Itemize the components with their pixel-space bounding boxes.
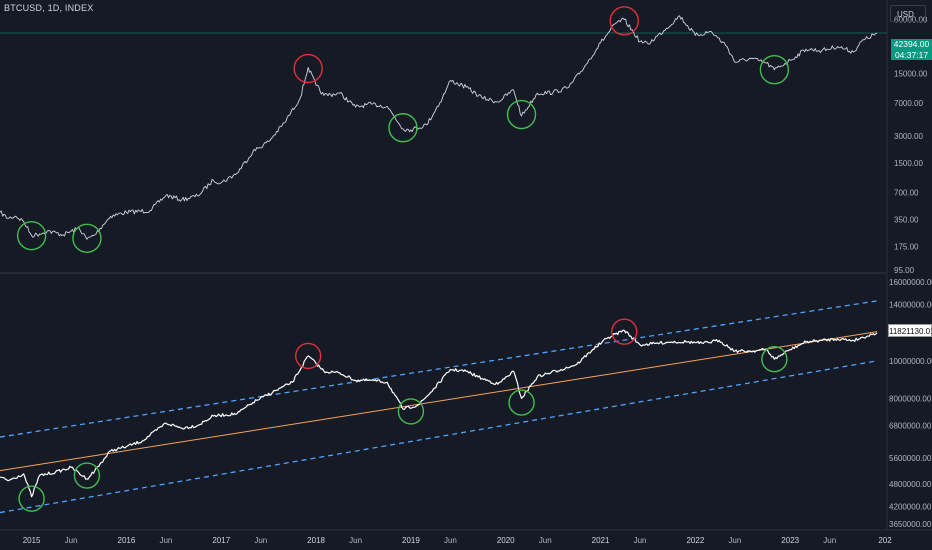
price-tick-label: 700.00 [894, 188, 919, 197]
indicator-tick-label: 10000000.00 [889, 357, 932, 366]
regression-line [0, 331, 878, 472]
last-price: 42394.00 [893, 39, 930, 49]
indicator-tick-label: 8000000.00 [889, 394, 932, 403]
indicator-value-badge: 11821130.01 [888, 324, 932, 337]
indicator-tick-label: 4800000.00 [889, 480, 932, 489]
indicator-tick-label: 4200000.00 [889, 502, 932, 511]
price-tick-label: 7000.00 [894, 99, 923, 108]
time-tick-label: 2019 [402, 536, 420, 545]
currency-button[interactable]: USD [890, 5, 926, 22]
time-tick-label: Jun [823, 536, 836, 545]
cycle-bottom-marker [397, 398, 425, 425]
cycle-bottom-marker [16, 220, 47, 251]
price-tick-label: 95.00 [894, 266, 915, 275]
time-tick-label: 2023 [781, 536, 799, 545]
price-tick-label: 15000.00 [894, 69, 928, 78]
time-tick-label: Jun [159, 536, 172, 545]
price-axis[interactable]: 60000.00 15000.00 7000.00 3000.00 1500.00 700… [889, 16, 932, 529]
time-tick-label: Jun [254, 536, 267, 545]
time-tick-label: Jun [65, 536, 78, 545]
price-tick-label: 1500.00 [894, 159, 923, 168]
cycle-top-marker [609, 6, 639, 36]
indicator-series-line[interactable] [0, 329, 878, 498]
price-series-line[interactable] [0, 15, 878, 240]
cycle-top-marker [293, 53, 323, 84]
indicator-tick-label: 5600000.00 [889, 454, 932, 463]
price-tick-label: 175.00 [894, 242, 919, 251]
cycle-top-marker [611, 318, 638, 345]
time-tick-label: 202 [878, 536, 892, 545]
upper-channel-line [0, 300, 878, 438]
price-tick-label: 60000.00 [894, 16, 928, 25]
time-tick-label: Jun [444, 536, 457, 545]
price-pane[interactable] [0, 6, 887, 253]
indicator-tick-label: 3650000.00 [889, 520, 932, 529]
symbol-title[interactable]: BTCUSD, 1D, INDEX [4, 3, 94, 13]
indicator-tick-label: 16000000.00 [889, 278, 932, 287]
bar-countdown: 04:37:17 [894, 49, 929, 60]
cycle-bottom-marker [388, 113, 418, 143]
cycle-bottom-marker [759, 54, 790, 85]
cycle-bottom-marker [761, 346, 788, 373]
cycle-bottom-marker [72, 223, 102, 253]
indicator-pane[interactable] [0, 300, 878, 514]
time-tick-label: 2020 [497, 536, 515, 545]
cycle-bottom-marker [18, 485, 45, 512]
time-tick-label: Jun [634, 536, 647, 545]
cycle-top-marker [294, 342, 322, 370]
indicator-tick-label: 6800000.00 [889, 422, 932, 431]
time-tick-label: 2018 [307, 536, 325, 545]
cycle-bottom-marker [508, 389, 535, 416]
indicator-tick-label: 14000000.00 [889, 300, 932, 309]
time-tick-label: Jun [539, 536, 552, 545]
time-tick-label: 2017 [212, 536, 230, 545]
time-axis[interactable]: 2015 Jun 2016 Jun 2017 Jun 2018 Jun 2019 Jun 2020 J… [23, 536, 893, 545]
time-tick-label: Jun [728, 536, 741, 545]
time-tick-label: 2021 [592, 536, 610, 545]
last-price-badge: 42394.00 04:37:17 [891, 39, 932, 60]
price-tick-label: 3000.00 [894, 132, 923, 141]
cycle-bottom-marker [506, 99, 537, 130]
time-tick-label: 2022 [686, 536, 704, 545]
price-tick-label: 350.00 [894, 215, 919, 224]
cycle-bottom-marker [73, 462, 101, 489]
time-tick-label: 2016 [118, 536, 136, 545]
time-tick-label: 2015 [23, 536, 41, 545]
lower-channel-line [0, 360, 878, 514]
time-tick-label: Jun [349, 536, 362, 545]
